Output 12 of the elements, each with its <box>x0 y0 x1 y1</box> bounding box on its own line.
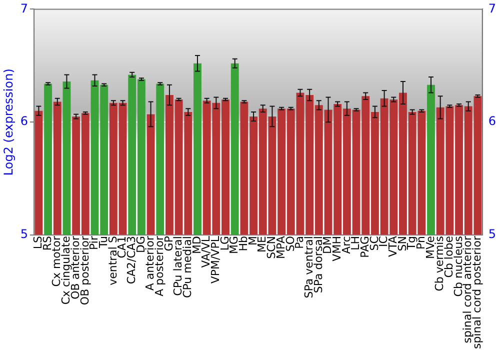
y2-tick-label: 5 <box>488 227 496 242</box>
y2-tick-label: 7 <box>488 1 496 16</box>
x-tick-label: spinal cord posterior <box>470 236 484 350</box>
x-tick-label: VMH <box>330 236 344 262</box>
x-tick-label: OB posterior <box>78 236 92 306</box>
y2-tick-label: 6 <box>488 114 496 128</box>
y-tick-label: 6 <box>20 114 28 128</box>
x-tick-label: Tg <box>405 236 418 251</box>
y-tick-label: 5 <box>20 227 28 242</box>
x-tick-label: A posterior <box>152 236 166 296</box>
y-tick-label: 7 <box>20 1 28 16</box>
y-axis-title: Log2 (expression) <box>1 68 16 176</box>
